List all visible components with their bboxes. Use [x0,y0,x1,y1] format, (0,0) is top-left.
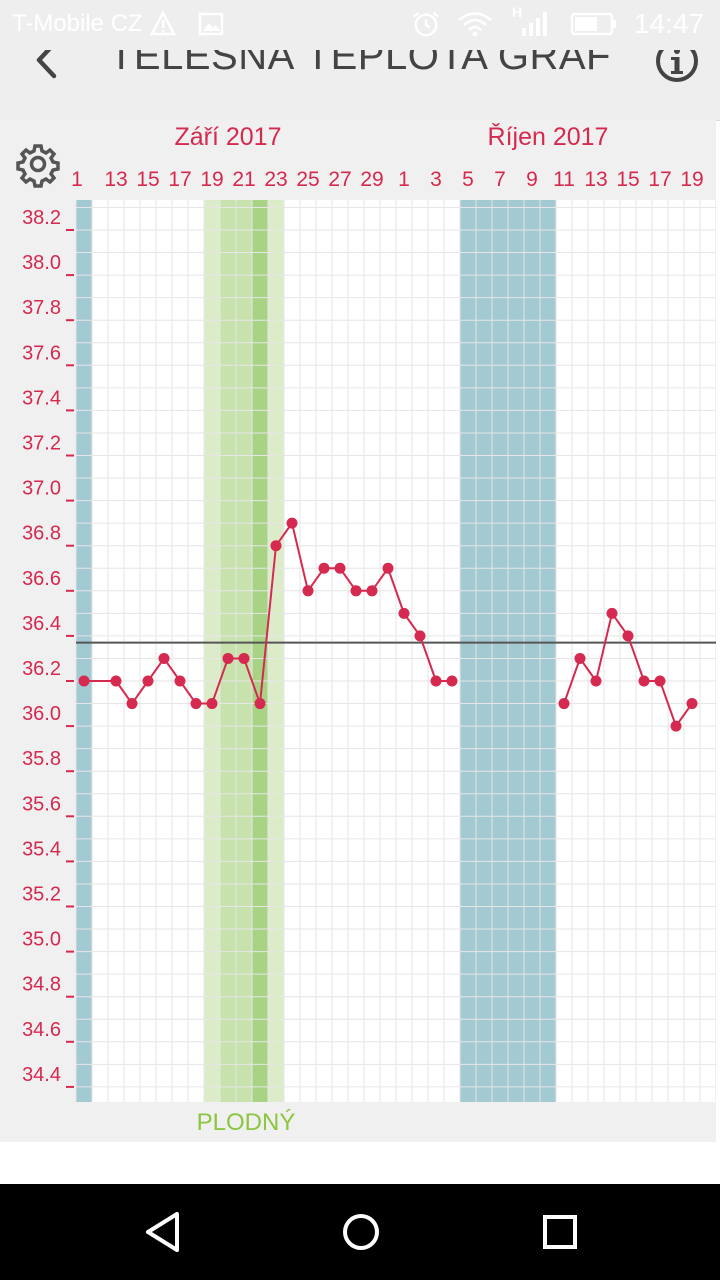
battery-icon [570,12,616,36]
x-tick-label: 1 [71,168,83,191]
settings-button[interactable] [14,140,62,188]
y-tick-label: 36.0 [22,703,61,725]
temperature-point [78,675,90,687]
fertile-peak-band [252,200,268,1102]
y-tick-label: 37.4 [22,387,61,409]
x-tick-label: 11 [553,168,575,191]
y-tick-label: 37.0 [22,478,61,500]
temperature-point [558,698,570,710]
temperature-point [638,675,650,687]
temperature-point [686,698,698,710]
y-tick-label: 35.0 [22,929,61,951]
month-label: Září 2017 [174,123,281,151]
temperature-point [366,585,378,597]
month-label: Říjen 2017 [488,122,609,151]
temperature-point [270,540,282,552]
y-tick-label: 37.2 [22,433,61,455]
y-tick-label: 35.8 [22,748,61,770]
x-tick-label: 9 [526,168,538,191]
circle-home-icon [343,1214,379,1250]
x-tick-label: 15 [136,168,159,191]
temperature-point [398,607,410,619]
square-recents-icon [543,1215,577,1249]
back-nav-button[interactable] [132,1202,192,1262]
period-band-1 [76,200,92,1102]
temperature-point [126,698,138,710]
x-tick-label: 1 [398,168,410,191]
recents-nav-button[interactable] [530,1202,590,1262]
temperature-point [190,698,202,710]
temperature-point [670,720,682,732]
x-tick-label: 13 [104,168,127,191]
temperature-point [654,675,666,687]
status-bar: T-Mobile CZ H 14:47 [0,0,720,50]
x-tick-label: 25 [296,168,319,191]
x-tick-label: 21 [232,168,255,191]
temperature-point [222,652,234,664]
temperature-point [430,675,442,687]
y-tick-label: 36.4 [22,613,61,635]
x-tick-label: 3 [430,168,442,191]
temperature-point [302,585,314,597]
temperature-point [590,675,602,687]
temperature-point [350,585,362,597]
y-tick-label: 34.8 [22,974,61,996]
x-tick-label: 17 [648,168,671,191]
x-tick-label: 5 [462,168,474,191]
triangle-back-icon [146,1212,179,1252]
chart-svg: 38.2 38.0 37.8 37.6 37.4 37.2 37.0 36.8 36.6 36.4… [22,122,716,1136]
temperature-point [622,630,634,642]
y-tick-label: 35.6 [22,793,61,815]
x-tick-label: 17 [168,168,191,191]
x-tick-label: 29 [360,168,383,191]
x-tick-label: 15 [616,168,639,191]
fertile-label: PLODNÝ [197,1109,296,1136]
x-tick-label: 7 [494,168,506,191]
x-tick-label: 19 [200,168,223,191]
y-tick-label: 36.2 [22,658,61,680]
x-tick-label: 27 [328,168,351,191]
temperature-point [318,562,330,574]
image-icon [198,12,224,36]
y-tick-label: 36.6 [22,568,61,590]
temperature-point [606,607,618,619]
signal-icon [522,12,547,36]
temperature-point [254,698,266,710]
y-tick-label: 35.2 [22,884,61,906]
wifi-icon [458,12,492,37]
temperature-point [142,675,154,687]
y-tick-label: 37.6 [22,342,61,364]
network-type: H [512,4,523,20]
navigation-bar [0,1184,720,1280]
temperature-point [158,652,170,664]
warning-icon [150,10,176,36]
y-tick-label: 37.8 [22,297,61,319]
temperature-point [382,562,394,574]
x-tick-label: 19 [680,168,703,191]
temperature-point [414,630,426,642]
x-tick-label: 13 [584,168,607,191]
y-tick-label: 38.2 [22,207,61,229]
alarm-icon [413,11,439,37]
y-tick-label: 35.4 [22,838,61,860]
temperature-point [110,675,122,687]
temperature-point [286,517,298,529]
temperature-point [334,562,346,574]
y-tick-label: 34.4 [22,1064,61,1086]
x-tick-label: 23 [264,168,287,191]
temperature-point [574,652,586,664]
carrier-name: T-Mobile CZ [12,10,143,37]
y-tick-label: 36.8 [22,523,61,545]
temperature-point [206,698,218,710]
gear-icon [16,144,60,188]
temperature-point [238,652,250,664]
clock: 14:47 [633,8,704,39]
y-tick-label: 38.0 [22,252,61,274]
temperature-point [446,675,458,687]
y-tick-label: 34.6 [22,1019,61,1041]
temperature-point [174,675,186,687]
temperature-chart[interactable]: 38.2 38.0 37.8 37.6 37.4 37.2 37.0 36.8 36.6 36.4… [0,120,716,1142]
home-nav-button[interactable] [331,1202,391,1262]
